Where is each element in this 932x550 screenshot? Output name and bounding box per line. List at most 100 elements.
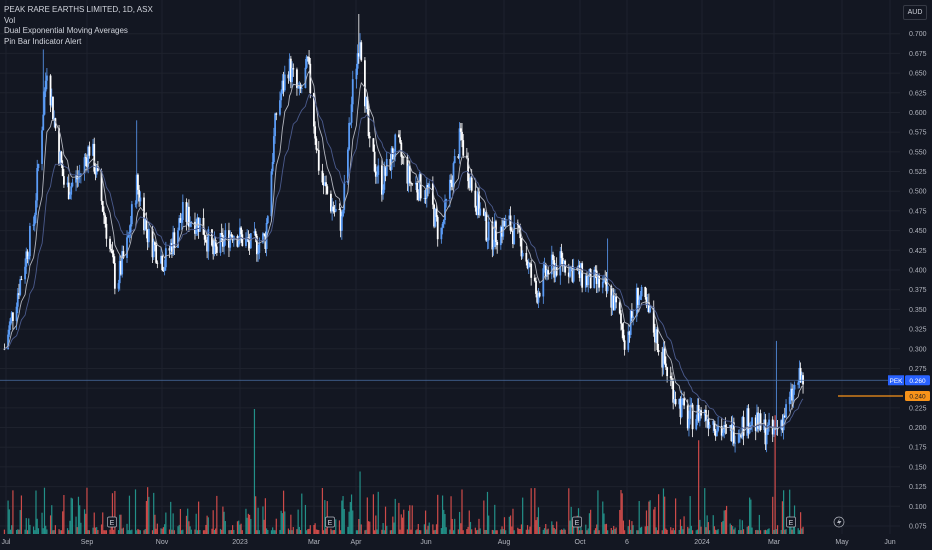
volume-bar (797, 528, 799, 534)
indicator-pin-bar[interactable]: Pin Bar Indicator Alert (4, 36, 82, 46)
volume-bar (301, 493, 303, 534)
volume-bar (772, 496, 774, 534)
price-tag-bg (905, 375, 930, 386)
price-tick-label: 0.425 (909, 248, 927, 255)
candle-body (696, 404, 699, 419)
volume-bar (198, 501, 200, 534)
candle-body (49, 75, 52, 106)
volume-bar (698, 440, 700, 534)
volume-bar (708, 530, 711, 534)
volume-bar (503, 517, 506, 534)
candle-body (715, 430, 718, 437)
candle-body (160, 255, 162, 264)
volume-bar (160, 528, 162, 534)
volume-bar (683, 516, 685, 534)
candle-body (766, 425, 769, 435)
symbol-tag-label: PEK (889, 378, 903, 385)
candle-body (194, 221, 196, 234)
candle-body (597, 275, 599, 284)
alert-tag-value: 0.240 (909, 394, 926, 401)
volume-bar (757, 530, 759, 534)
volume-bar (644, 526, 646, 534)
candle-body (572, 267, 575, 282)
candle-body (41, 130, 43, 164)
volume-bar (603, 513, 605, 534)
candle-body (66, 182, 69, 185)
candle-body (237, 240, 240, 247)
candle-body (444, 200, 446, 221)
candle-body (54, 118, 57, 129)
volume-bar (492, 530, 495, 534)
currency-button[interactable]: AUD (903, 5, 927, 20)
volume-bar (264, 498, 266, 534)
candle-body (742, 417, 745, 436)
volume-bar (304, 504, 307, 534)
candle-body (476, 191, 479, 215)
candle-body (790, 388, 792, 397)
volume-bar (679, 519, 682, 534)
volume-bar (486, 491, 489, 534)
volume-bar (705, 527, 707, 534)
volume-bar (315, 529, 317, 534)
volume-bar (613, 525, 615, 534)
candle-body (315, 138, 318, 150)
candle-body (526, 261, 529, 269)
candle-body (425, 185, 428, 199)
volume-bar (3, 529, 6, 534)
candle-body (263, 233, 266, 235)
candle-body (16, 293, 19, 307)
volume-bar (202, 530, 205, 534)
volume-bar (789, 489, 791, 534)
volume-bar (35, 490, 37, 534)
time-tick-label: Nov (156, 539, 169, 546)
volume-bar (513, 530, 515, 534)
volume-bar (386, 525, 388, 534)
volume-bar (280, 510, 282, 534)
volume-bar (733, 529, 735, 534)
volume-bar (173, 530, 175, 534)
candle-body (512, 230, 514, 245)
volume-bar (615, 527, 617, 534)
candle-body (390, 148, 393, 170)
candle-body (408, 165, 411, 183)
price-tick-label: 0.350 (909, 307, 927, 314)
candle-body (567, 272, 570, 277)
candle-body (317, 150, 320, 171)
candle-body (587, 276, 590, 286)
volume-bar (756, 529, 758, 534)
volume-bar (382, 523, 384, 534)
indicator-vol[interactable]: Vol (4, 15, 16, 25)
candle-body (93, 143, 96, 172)
volume-bar (36, 518, 38, 534)
volume-bar (460, 523, 462, 534)
volume-bar (172, 513, 174, 534)
volume-bar (34, 530, 36, 534)
candle-body (229, 234, 232, 248)
indicator-dema[interactable]: Dual Exponential Moving Averages (4, 26, 128, 35)
candle-body (436, 216, 439, 240)
candle-body (253, 231, 256, 234)
candle-body (400, 142, 403, 157)
volume-bar (724, 510, 726, 534)
candle-body (168, 248, 171, 251)
candle-body (495, 221, 497, 243)
volume-bar (614, 529, 616, 534)
candle-body (780, 420, 783, 430)
volume-bar (120, 514, 122, 534)
volume-bar (722, 520, 724, 534)
candle-body (431, 183, 434, 205)
symbol-title[interactable]: PEAK RARE EARTHS LIMITED, 1D, ASX (4, 5, 153, 14)
candle-body (542, 268, 545, 297)
candle-body (185, 202, 188, 222)
candle-body (289, 58, 292, 83)
volume-bar (648, 501, 650, 534)
volume-bar (526, 525, 529, 534)
candle-body (313, 93, 315, 127)
candle-body (418, 174, 421, 200)
candle-body (61, 164, 64, 177)
candle-body (411, 183, 414, 185)
candle-body (240, 227, 242, 235)
volume-bar (775, 529, 777, 534)
